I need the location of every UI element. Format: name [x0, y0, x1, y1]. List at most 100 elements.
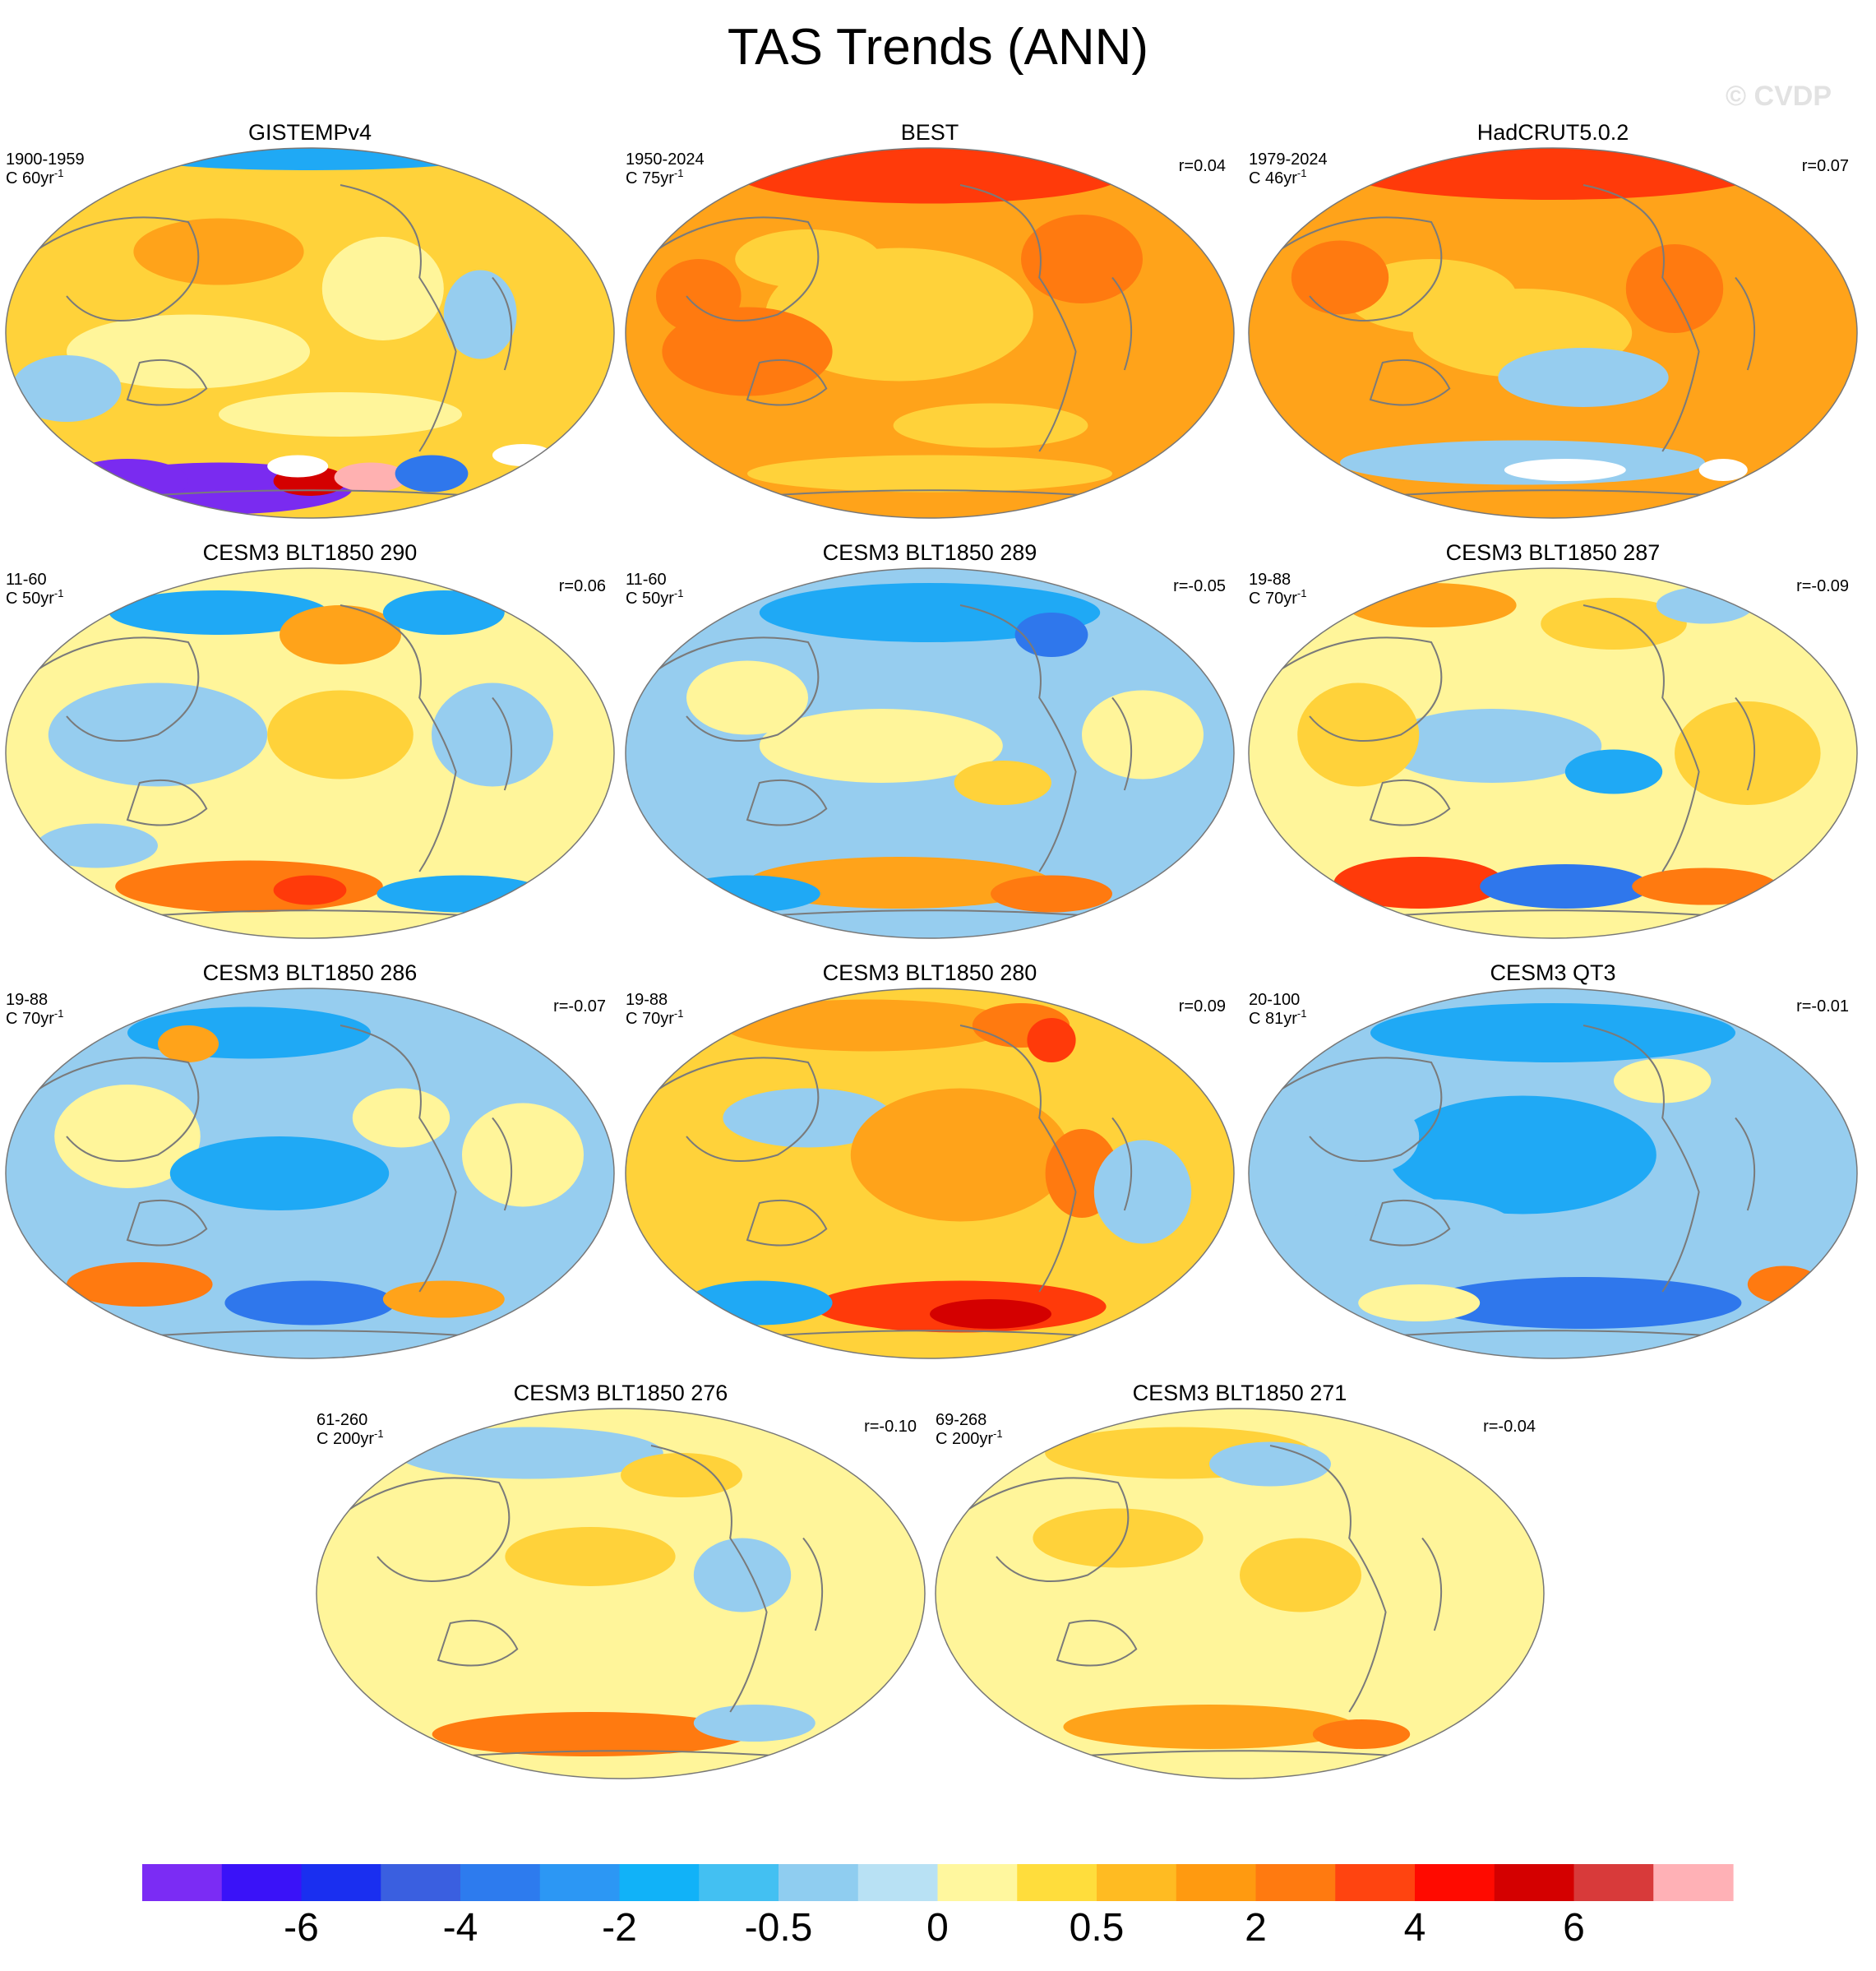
coastline-americas [650, 1445, 768, 1713]
trend-patch [1027, 1018, 1076, 1062]
trend-patch [1014, 613, 1088, 657]
panel-correlation: r=0.06 [559, 577, 606, 595]
colorbar-tick-label: 2 [1245, 1906, 1267, 1950]
map-panel: CESM3 BLT1850 289 11-60C 50yr-1 r=-0.05 [625, 540, 1235, 939]
panel-units-exponent: -1 [674, 1007, 684, 1020]
panel-title: CESM3 BLT1850 280 [823, 960, 1037, 985]
colorbar-swatch [1415, 1864, 1495, 1901]
trend-patch [127, 148, 492, 170]
trend-patch [1382, 709, 1602, 783]
trend-patch [723, 999, 1015, 1052]
trend-patch [1240, 1538, 1361, 1612]
trend-patch [1333, 857, 1504, 909]
trend-patch [693, 1538, 792, 1612]
coastline-americas [959, 1025, 1077, 1293]
panel-units: C 50yr-1 [6, 587, 63, 608]
colorbar-swatch [1573, 1864, 1654, 1901]
trend-patch [67, 314, 310, 389]
panel-title: CESM3 QT3 [1490, 960, 1615, 985]
colorbar-swatch [539, 1864, 621, 1901]
panel-period: 1979-2024 [1249, 150, 1328, 169]
panel-units: C 70yr-1 [6, 1007, 63, 1028]
panel-units: C 50yr-1 [626, 587, 683, 608]
panel-units: C 46yr-1 [1249, 167, 1306, 187]
trend-patch [1389, 1095, 1657, 1215]
trend-patch [1480, 864, 1651, 909]
trend-patch [432, 682, 553, 787]
coastline-americas [1583, 1025, 1700, 1293]
panel-title: GISTEMPv4 [248, 120, 372, 145]
trend-field [626, 988, 1234, 1358]
map-outline [1248, 567, 1858, 939]
coastline-americas [1269, 1445, 1387, 1713]
trend-patch [1312, 1719, 1411, 1749]
panel-correlation: r=0.07 [1802, 157, 1849, 175]
panel-correlation: r=-0.07 [553, 997, 606, 1016]
panel-correlation: r=-0.10 [864, 1418, 917, 1436]
trend-patch [273, 875, 347, 905]
coastline-americas [340, 184, 457, 452]
map-outline [316, 1408, 926, 1779]
coastline-americas [340, 604, 457, 872]
colorbar-swatch [460, 1864, 541, 1901]
coastline-asia [1266, 1057, 1443, 1162]
trend-patch [735, 148, 1125, 204]
trend-patch [1675, 701, 1821, 805]
panel-units-exponent: -1 [674, 587, 684, 599]
coastline-asia [643, 1057, 820, 1162]
trend-patch [1297, 682, 1420, 787]
colorbar-tick-label: -6 [284, 1906, 319, 1950]
colorbar-swatch [937, 1864, 1018, 1901]
colorbar-swatch [779, 1864, 859, 1901]
coastline-australia [746, 359, 828, 406]
colorbar-swatch [1255, 1864, 1336, 1901]
trend-patch [1541, 598, 1687, 650]
trend-patch [1291, 240, 1389, 315]
trend-patch [321, 237, 444, 340]
trend-patch [1082, 690, 1204, 780]
panel-units-exponent: -1 [1297, 1007, 1307, 1020]
panel-units-exponent: -1 [1297, 587, 1307, 599]
trend-patch [1063, 1705, 1356, 1749]
panel-units-exponent: -1 [54, 1007, 64, 1020]
coastline-africa [802, 1537, 824, 1631]
panel-period: 19-88 [626, 991, 668, 1009]
panel-period: 1900-1959 [6, 150, 85, 169]
colorbar-swatch [619, 1864, 700, 1901]
trend-field [936, 1409, 1544, 1779]
panel-units: C 200yr-1 [317, 1427, 384, 1448]
panel-units-exponent: -1 [54, 167, 64, 179]
map-outline [625, 988, 1235, 1359]
trend-patch [1504, 459, 1626, 481]
coastline-australia [126, 779, 208, 826]
colorbar-tick-label: 0 [926, 1906, 949, 1950]
coastline-asia [1266, 216, 1443, 322]
coastline-australia [746, 779, 828, 826]
coastline-australia [746, 1199, 828, 1247]
trend-patch [1656, 586, 1754, 624]
trend-patch [1698, 459, 1748, 481]
map-panel: CESM3 BLT1850 286 19-88C 70yr-1 r=-0.07 [5, 960, 615, 1359]
panel-title: CESM3 BLT1850 290 [203, 540, 418, 565]
colorbar-swatch [857, 1864, 939, 1901]
trend-patch [747, 857, 1051, 909]
trend-patch [1632, 868, 1778, 905]
map-outline [625, 147, 1235, 519]
map-outline [5, 567, 615, 939]
coastline-africa [1111, 1117, 1133, 1211]
panel-title: CESM3 BLT1850 287 [1446, 540, 1661, 565]
coastline-asia [1266, 636, 1443, 742]
coastline-asia [23, 1057, 200, 1162]
trend-patch [334, 462, 408, 493]
trend-field [1249, 148, 1857, 518]
trend-patch [686, 660, 808, 735]
colorbar-tick-label: 6 [1563, 1906, 1585, 1950]
panel-title: BEST [901, 120, 959, 145]
map-outline [625, 567, 1235, 939]
